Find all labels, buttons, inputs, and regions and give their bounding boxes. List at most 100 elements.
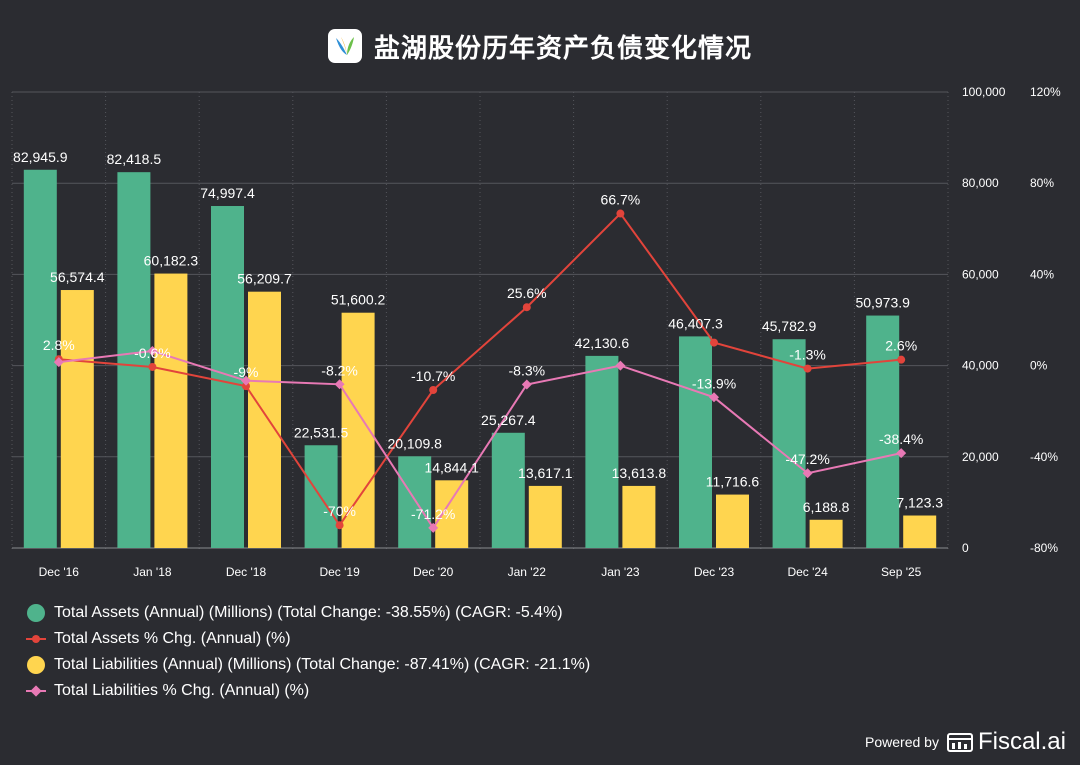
data-label-total-assets: 74,997.4 bbox=[200, 185, 255, 201]
marker-total-liabilities-pct-chg bbox=[802, 468, 813, 479]
data-label-total-assets: 82,945.9 bbox=[13, 149, 68, 165]
legend-label: Total Liabilities (Annual) (Millions) (T… bbox=[54, 656, 591, 673]
bar-total-assets bbox=[585, 355, 619, 548]
data-label-total-liabilities-pct-chg: -8.3% bbox=[509, 363, 546, 379]
fiscal-ai-icon bbox=[946, 733, 973, 752]
marker-total-assets-pct-chg bbox=[616, 209, 625, 218]
data-label-total-assets: 50,973.9 bbox=[855, 295, 910, 311]
x-axis-tick: Dec '16 bbox=[39, 565, 80, 579]
line-total-assets-pct-chg bbox=[58, 211, 902, 527]
data-label-total-assets-pct-chg: -9% bbox=[234, 364, 259, 380]
bar-total-liabilities bbox=[716, 494, 749, 548]
bar-total-assets bbox=[772, 339, 806, 548]
chart-title: 盐湖股份历年资产负债变化情况 bbox=[373, 33, 752, 64]
data-label-total-liabilities: 13,613.8 bbox=[612, 465, 667, 481]
y-axis-left-tick: 100,000 bbox=[962, 85, 1006, 99]
data-label-total-liabilities: 14,844.1 bbox=[424, 459, 479, 475]
marker-total-assets-pct-chg bbox=[522, 303, 531, 312]
bar-total-liabilities bbox=[248, 291, 281, 548]
legend-label: Total Assets % Chg. (Annual) (%) bbox=[54, 630, 291, 647]
data-label-total-assets-pct-chg: 66.7% bbox=[601, 192, 641, 208]
legend-line-diamond-icon bbox=[26, 681, 46, 701]
data-label-total-assets-pct-chg: 2.8% bbox=[43, 337, 75, 353]
data-label-total-assets-pct-chg: -0.6% bbox=[134, 345, 171, 361]
bar-total-liabilities bbox=[154, 273, 188, 548]
marker-total-liabilities-pct-chg bbox=[53, 357, 64, 368]
legend-item-assets-pct-chg[interactable]: Total Assets % Chg. (Annual) (%) bbox=[26, 626, 590, 652]
marker-total-assets-pct-chg bbox=[429, 385, 438, 394]
y-axis-left-tick: 20,000 bbox=[962, 450, 999, 464]
legend-item-total-liabilities[interactable]: Total Liabilities (Annual) (Millions) (T… bbox=[26, 652, 590, 678]
legend-label: Total Liabilities % Chg. (Annual) (%) bbox=[54, 682, 310, 699]
y-axis-right-tick: -80% bbox=[1030, 541, 1058, 555]
line-total-liabilities-pct-chg bbox=[58, 349, 902, 530]
footer-branding: Powered by Fiscal.ai bbox=[865, 728, 1066, 756]
x-axis-tick: Dec '20 bbox=[413, 565, 454, 579]
marker-total-liabilities-pct-chg bbox=[241, 375, 251, 386]
data-label-total-liabilities: 7,123.3 bbox=[896, 495, 943, 511]
powered-by-label: Powered by bbox=[865, 734, 939, 750]
data-label-total-assets-pct-chg: 25.6% bbox=[507, 285, 547, 301]
marker-total-liabilities-pct-chg bbox=[521, 379, 532, 390]
x-axis-tick: Jan '23 bbox=[601, 565, 640, 579]
data-label-total-liabilities: 56,209.7 bbox=[237, 271, 292, 287]
chart-legend: Total Assets (Annual) (Millions) (Total … bbox=[26, 600, 590, 704]
bar-total-assets bbox=[866, 315, 900, 548]
data-label-total-assets: 82,418.5 bbox=[107, 151, 162, 167]
x-axis-tick: Dec '24 bbox=[787, 565, 828, 579]
y-axis-right-tick: 40% bbox=[1030, 267, 1054, 281]
data-label-total-liabilities: 51,600.2 bbox=[331, 292, 386, 308]
data-label-total-assets-pct-chg: 2.6% bbox=[885, 338, 917, 354]
legend-line-dot-icon bbox=[26, 629, 46, 649]
data-label-total-liabilities-pct-chg: -71.2% bbox=[411, 506, 455, 522]
data-label-total-assets: 25,267.4 bbox=[481, 412, 536, 428]
fiscal-ai-logo[interactable]: Fiscal.ai bbox=[946, 728, 1066, 756]
marker-total-assets-pct-chg bbox=[710, 338, 718, 347]
data-label-total-liabilities-pct-chg: -47.2% bbox=[785, 451, 829, 467]
marker-total-liabilities-pct-chg bbox=[428, 522, 439, 533]
chart-title-row: 盐湖股份历年资产负债变化情况 bbox=[0, 24, 1080, 68]
marker-total-assets-pct-chg bbox=[897, 355, 906, 364]
data-label-total-liabilities: 13,617.1 bbox=[518, 465, 573, 481]
x-axis-tick: Jan '22 bbox=[508, 565, 547, 579]
legend-circle-icon bbox=[26, 603, 46, 623]
marker-total-liabilities-pct-chg bbox=[334, 379, 345, 390]
y-axis-right-tick: 120% bbox=[1030, 85, 1061, 99]
bar-total-assets bbox=[117, 172, 151, 549]
bar-total-liabilities bbox=[809, 519, 843, 548]
x-axis-tick: Dec '18 bbox=[226, 565, 267, 579]
x-axis-tick: Sep '25 bbox=[881, 565, 922, 579]
x-axis-tick: Jan '18 bbox=[133, 565, 172, 579]
data-label-total-assets-pct-chg: -1.3% bbox=[789, 347, 826, 363]
y-axis-left-tick: 80,000 bbox=[962, 176, 999, 190]
data-label-total-assets-pct-chg: -10.7% bbox=[411, 368, 455, 384]
legend-label: Total Assets (Annual) (Millions) (Total … bbox=[54, 604, 563, 621]
marker-total-liabilities-pct-chg bbox=[615, 360, 626, 371]
brand-name: Fiscal.ai bbox=[977, 728, 1066, 755]
data-label-total-assets: 22,531.5 bbox=[294, 424, 349, 440]
legend-item-liabilities-pct-chg[interactable]: Total Liabilities % Chg. (Annual) (%) bbox=[26, 678, 590, 704]
marker-total-liabilities-pct-chg bbox=[896, 448, 907, 459]
bar-total-assets bbox=[211, 206, 244, 549]
marker-total-assets-pct-chg bbox=[803, 364, 812, 373]
marker-total-assets-pct-chg bbox=[242, 382, 250, 391]
data-label-total-liabilities: 60,182.3 bbox=[144, 253, 199, 269]
data-label-total-liabilities-pct-chg: -38.4% bbox=[879, 431, 923, 447]
bar-total-liabilities bbox=[435, 480, 469, 548]
legend-item-total-assets[interactable]: Total Assets (Annual) (Millions) (Total … bbox=[26, 600, 590, 626]
bar-total-liabilities bbox=[528, 485, 562, 548]
data-label-total-liabilities: 6,188.8 bbox=[803, 499, 850, 515]
legend-circle-icon bbox=[26, 655, 46, 675]
data-label-total-liabilities: 11,716.6 bbox=[706, 474, 760, 490]
x-axis-tick: Dec '19 bbox=[319, 565, 360, 579]
bar-total-liabilities bbox=[622, 485, 656, 548]
y-axis-right-tick: 80% bbox=[1030, 176, 1054, 190]
data-label-total-liabilities-pct-chg: -13.9% bbox=[692, 375, 736, 391]
data-label-total-liabilities-pct-chg: -8.2% bbox=[321, 362, 358, 378]
y-axis-left-tick: 60,000 bbox=[962, 267, 999, 281]
bar-total-assets bbox=[491, 432, 525, 548]
bar-total-assets bbox=[679, 336, 712, 548]
data-label-total-assets: 42,130.6 bbox=[575, 335, 630, 351]
data-label-total-assets: 46,407.3 bbox=[668, 315, 723, 331]
data-label-total-liabilities: 56,574.4 bbox=[50, 269, 105, 285]
